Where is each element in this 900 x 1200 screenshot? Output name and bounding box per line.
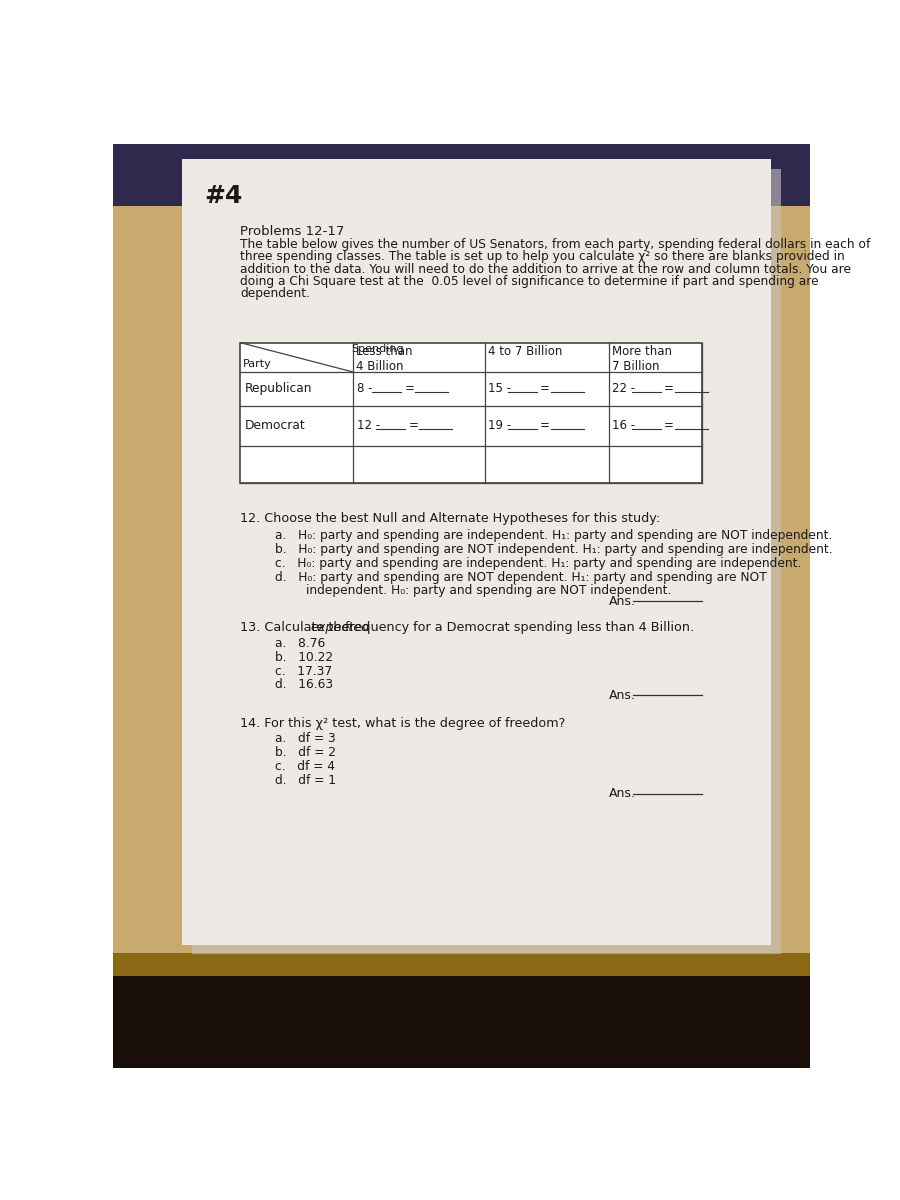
Text: c.   df = 4: c. df = 4 [275, 760, 335, 773]
Bar [182, 160, 771, 944]
Text: =: = [664, 383, 674, 395]
Text: 4 to 7 Billion: 4 to 7 Billion [488, 344, 562, 358]
Text: c.   17.37: c. 17.37 [275, 665, 332, 678]
Text: 12. Choose the best Null and Alternate Hypotheses for this study:: 12. Choose the best Null and Alternate H… [240, 512, 661, 526]
Text: 22 -: 22 - [612, 383, 635, 395]
Bar [192, 169, 780, 954]
Text: 13. Calculate the: 13. Calculate the [240, 622, 354, 635]
Text: doing a Chi Square test at the  0.05 level of significance to determine if part : doing a Chi Square test at the 0.05 leve… [240, 275, 819, 288]
Text: 19 -: 19 - [489, 419, 511, 432]
Text: b.   10.22: b. 10.22 [275, 650, 333, 664]
Text: b.   H₀: party and spending are NOT independent. H₁: party and spending are inde: b. H₀: party and spending are NOT indepe… [275, 542, 832, 556]
Text: Less than
4 Billion: Less than 4 Billion [356, 344, 412, 373]
Text: 12 -: 12 - [356, 419, 380, 432]
Text: frequency for a Democrat spending less than 4 Billion.: frequency for a Democrat spending less t… [341, 622, 694, 635]
Bar [112, 144, 810, 205]
Text: a.   8.76: a. 8.76 [275, 637, 326, 649]
Bar [240, 343, 701, 482]
Text: addition to the data. You will need to do the addition to arrive at the row and : addition to the data. You will need to d… [240, 263, 851, 276]
Text: Republican: Republican [244, 383, 311, 395]
Text: =: = [664, 419, 674, 432]
Text: expected: expected [310, 622, 370, 635]
Bar [112, 205, 810, 976]
Bar [112, 953, 810, 1068]
Text: More than
7 Billion: More than 7 Billion [612, 344, 671, 373]
Text: Problems 12-17: Problems 12-17 [240, 224, 345, 238]
Text: The table below gives the number of US Senators, from each party, spending feder: The table below gives the number of US S… [240, 238, 871, 251]
Text: Spending: Spending [351, 344, 404, 354]
Text: 8 -: 8 - [356, 383, 372, 395]
Text: Ans.: Ans. [608, 689, 635, 702]
Text: =: = [404, 383, 414, 395]
Text: =: = [540, 419, 550, 432]
Text: Ans.: Ans. [608, 787, 635, 800]
Text: dependent.: dependent. [240, 287, 310, 300]
Text: independent. H₀: party and spending are NOT independent.: independent. H₀: party and spending are … [275, 584, 671, 598]
Text: =: = [409, 419, 419, 432]
Text: d.   H₀: party and spending are NOT dependent. H₁: party and spending are NOT: d. H₀: party and spending are NOT depend… [275, 570, 767, 583]
Text: Ans.: Ans. [608, 595, 635, 608]
Text: Party: Party [243, 359, 272, 368]
Text: c.   H₀: party and spending are independent. H₁: party and spending are independ: c. H₀: party and spending are independen… [275, 557, 802, 570]
Text: #4: #4 [204, 184, 242, 208]
Text: Democrat: Democrat [244, 419, 305, 432]
Text: =: = [540, 383, 550, 395]
Text: 16 -: 16 - [612, 419, 635, 432]
Text: 15 -: 15 - [489, 383, 511, 395]
Text: three spending classes. The table is set up to help you calculate χ² so there ar: three spending classes. The table is set… [240, 251, 845, 263]
Text: a.   H₀: party and spending are independent. H₁: party and spending are NOT inde: a. H₀: party and spending are independen… [275, 529, 832, 542]
Bar [112, 953, 810, 976]
Text: a.   df = 3: a. df = 3 [275, 732, 336, 745]
Text: b.   df = 2: b. df = 2 [275, 746, 337, 760]
Text: d.   df = 1: d. df = 1 [275, 774, 337, 787]
Text: 14. For this χ² test, what is the degree of freedom?: 14. For this χ² test, what is the degree… [240, 716, 565, 730]
Text: d.   16.63: d. 16.63 [275, 678, 333, 691]
Bar [112, 144, 810, 244]
